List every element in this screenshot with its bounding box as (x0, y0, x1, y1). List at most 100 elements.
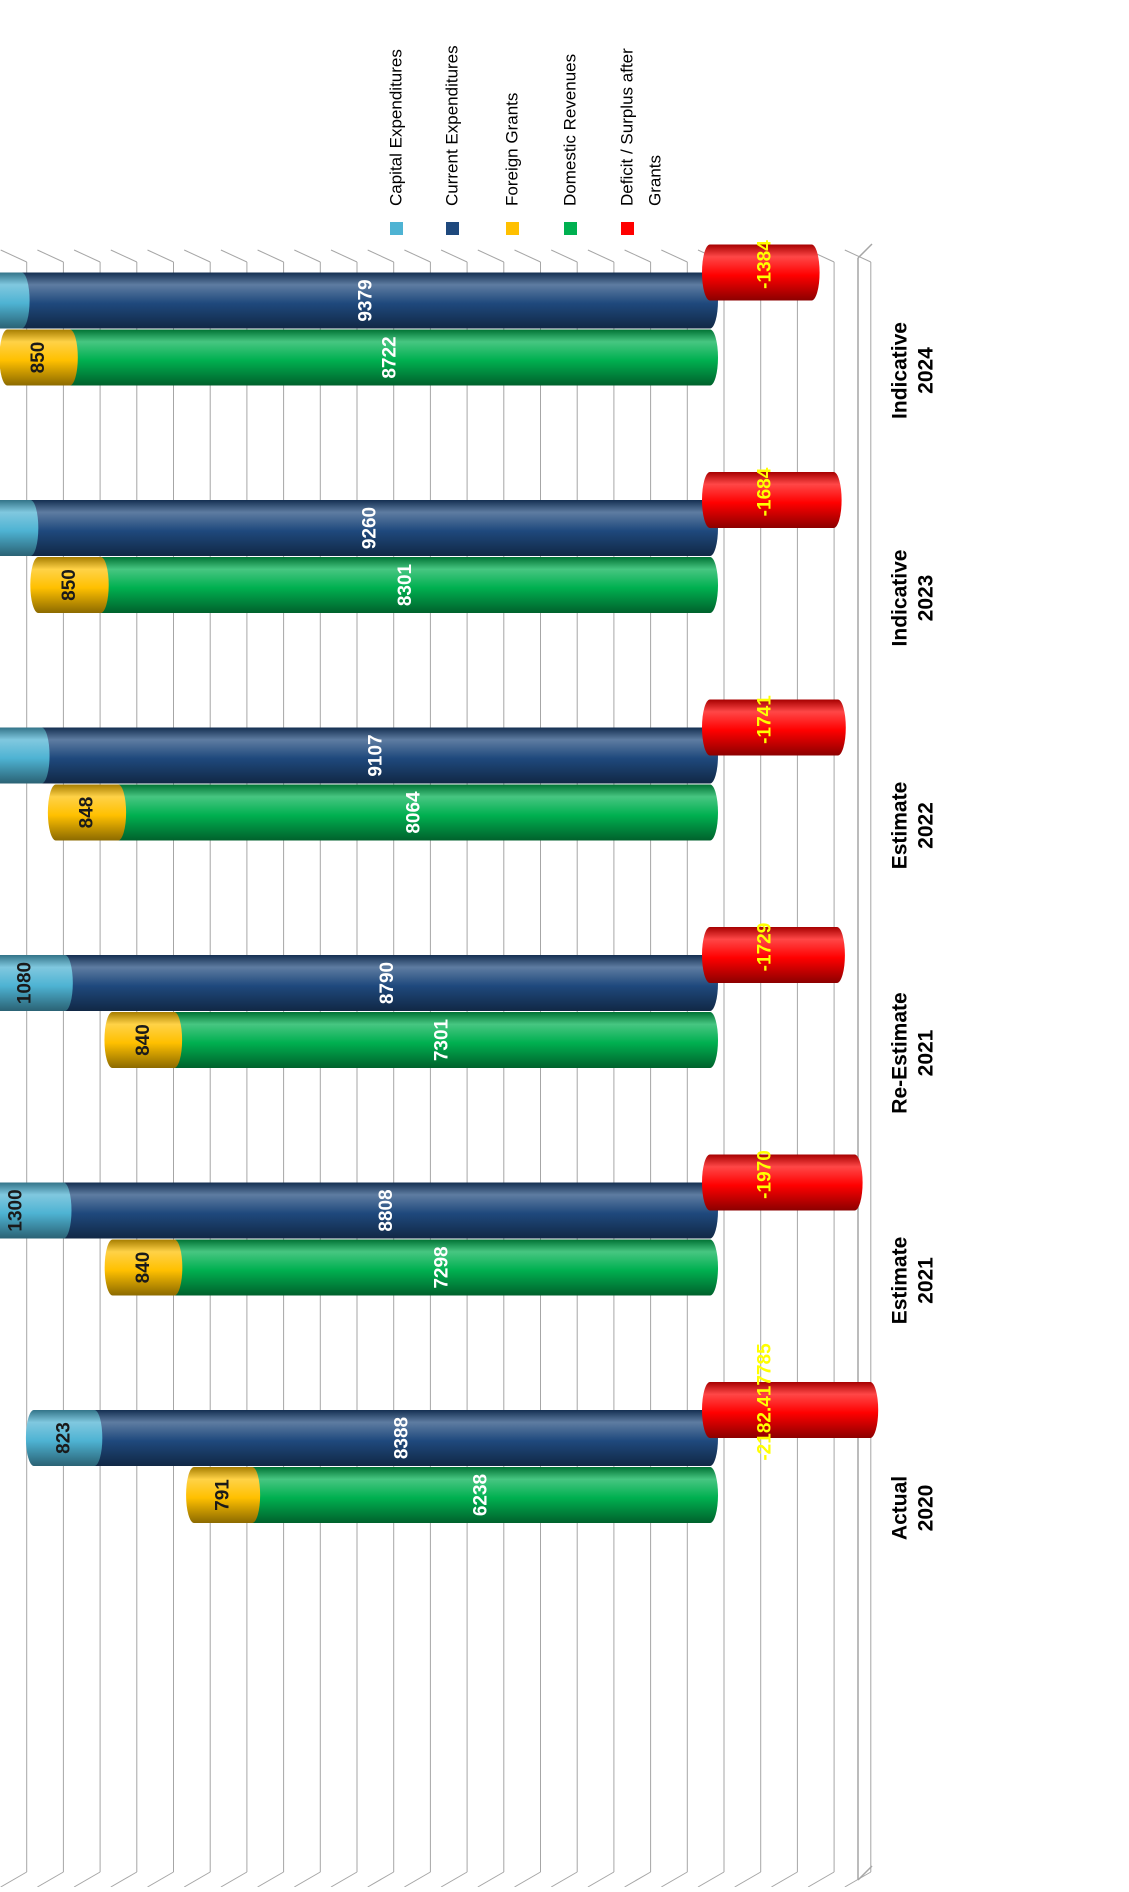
bar-capital-expenditures-body (33, 1410, 95, 1466)
bar-domestic-revenues-cap-right (702, 1467, 718, 1523)
bar-capital-expenditures (0, 727, 50, 784)
category-year: 2024 (915, 347, 938, 394)
bar-current-expenditures (86, 1410, 718, 1466)
legend-swatch (446, 222, 459, 235)
gridline-top (440, 249, 468, 263)
label-capital-expenditures: 823 (54, 1422, 75, 1454)
bar-foreign-grants (104, 1239, 183, 1296)
gridline-floor (477, 1871, 505, 1888)
bar-capital-expenditures (0, 500, 39, 556)
bar-deficit-cap-left (702, 927, 718, 983)
bar-domestic-revenues-cap-right (702, 784, 718, 841)
gridline-floor (550, 1871, 578, 1888)
bar-deficit-body (710, 244, 812, 301)
gridline-top (183, 249, 211, 263)
bar-deficit (702, 1154, 863, 1211)
legend-swatch (506, 222, 519, 235)
bar-deficit-body (710, 927, 837, 983)
gridline-top (661, 249, 688, 263)
gridline-top (844, 249, 872, 263)
bar-foreign-grants-cap-left (30, 557, 47, 613)
label-deficit: -2182.417785 (755, 1343, 776, 1461)
bar-foreign-grants-cap-right (92, 557, 109, 613)
bar-deficit (702, 699, 846, 756)
label-domestic-revenues: 7298 (432, 1246, 453, 1288)
label-current-expenditures: 9260 (360, 507, 381, 549)
bar-foreign-grants (0, 329, 78, 386)
legend-swatch (564, 222, 577, 235)
gridline-top (0, 249, 27, 263)
bar-deficit-body (710, 472, 834, 528)
gridline-top (37, 249, 64, 263)
label-foreign-grants: 850 (28, 342, 49, 374)
bar-current-expenditures-body (64, 955, 710, 1011)
bar-deficit-cap-left (702, 244, 718, 301)
gridline-top (550, 249, 578, 263)
gridline-top (477, 249, 505, 263)
bar-capital-expenditures-body (0, 1182, 64, 1239)
bar-foreign-grants-cap-left (47, 784, 64, 841)
bar-domestic-revenues-body (118, 784, 710, 841)
gridline-top (257, 249, 284, 263)
category-year: 2022 (915, 802, 938, 849)
category-label: Re-Estimate (889, 992, 912, 1113)
bar-deficit-body (710, 1154, 855, 1211)
gridline-top (73, 249, 101, 263)
gridline-top (587, 249, 615, 263)
gridline-floor (183, 1871, 211, 1888)
bar-current-expenditures-body (41, 727, 710, 784)
gridline-floor (330, 1871, 358, 1888)
bar-deficit-cap-left (702, 472, 718, 528)
gridline-top (110, 249, 138, 263)
category-year: 2021 (915, 1257, 938, 1304)
bar-capital-expenditures-cap-left (25, 1410, 42, 1466)
bar-domestic-revenues-cap-right (702, 329, 718, 386)
bar-foreign-grants-cap-left (104, 1239, 121, 1296)
bar-domestic-revenues-cap-right (702, 557, 718, 613)
gridline-floor (697, 1871, 725, 1888)
gridline-floor (37, 1871, 64, 1888)
bar-foreign-grants-cap-right (166, 1012, 183, 1068)
bar-deficit (702, 1382, 879, 1438)
gridline-top (624, 249, 651, 263)
legend-label: Domestic Revenues (561, 54, 580, 206)
label-domestic-revenues: 8301 (395, 563, 416, 606)
legend-label: Current Expenditures (443, 45, 462, 206)
category-label: Actual (889, 1476, 912, 1540)
bar-deficit-cap-right (862, 1382, 879, 1438)
legend-label: Foreign Grants (503, 93, 522, 206)
label-foreign-grants: 840 (133, 1024, 154, 1056)
gridline-floor (661, 1871, 688, 1888)
category-label: Estimate (889, 1237, 912, 1325)
bar-deficit-cap-right (829, 699, 846, 756)
bar-domestic-revenues-body (100, 557, 710, 613)
bar-domestic-revenues-body (174, 1012, 711, 1068)
label-domestic-revenues: 8722 (379, 336, 400, 378)
gridline-floor (440, 1871, 468, 1888)
bar-capital-expenditures-cap-right (22, 500, 39, 556)
category-label: Estimate (889, 782, 912, 870)
gridline-top (220, 249, 248, 263)
bar-foreign-grants-body (38, 557, 101, 613)
bar-domestic-revenues (110, 784, 718, 841)
label-deficit: -1384 (755, 240, 776, 289)
bar-domestic-revenues-body (252, 1467, 710, 1523)
label-deficit: -1970 (755, 1150, 776, 1199)
bar-current-expenditures-body (30, 500, 711, 556)
bar-current-expenditures-body (21, 272, 710, 329)
bar-foreign-grants-body (112, 1239, 175, 1296)
bar-foreign-grants (47, 784, 127, 841)
gridline-top (294, 249, 321, 263)
bar-domestic-revenues-cap-right (702, 1012, 718, 1068)
bar-capital-expenditures (25, 1410, 103, 1466)
bar-capital-expenditures (0, 272, 30, 329)
gridline-floor (587, 1871, 615, 1888)
bar-capital-expenditures-body (0, 955, 65, 1011)
bar-foreign-grants-cap-right (110, 784, 127, 841)
label-capital-expenditures: 1080 (15, 962, 36, 1004)
bar-domestic-revenues-cap-right (702, 1239, 718, 1296)
legend-label: Grants (646, 155, 665, 206)
bar-domestic-revenues-body (174, 1239, 711, 1296)
gridline-floor (257, 1871, 284, 1888)
